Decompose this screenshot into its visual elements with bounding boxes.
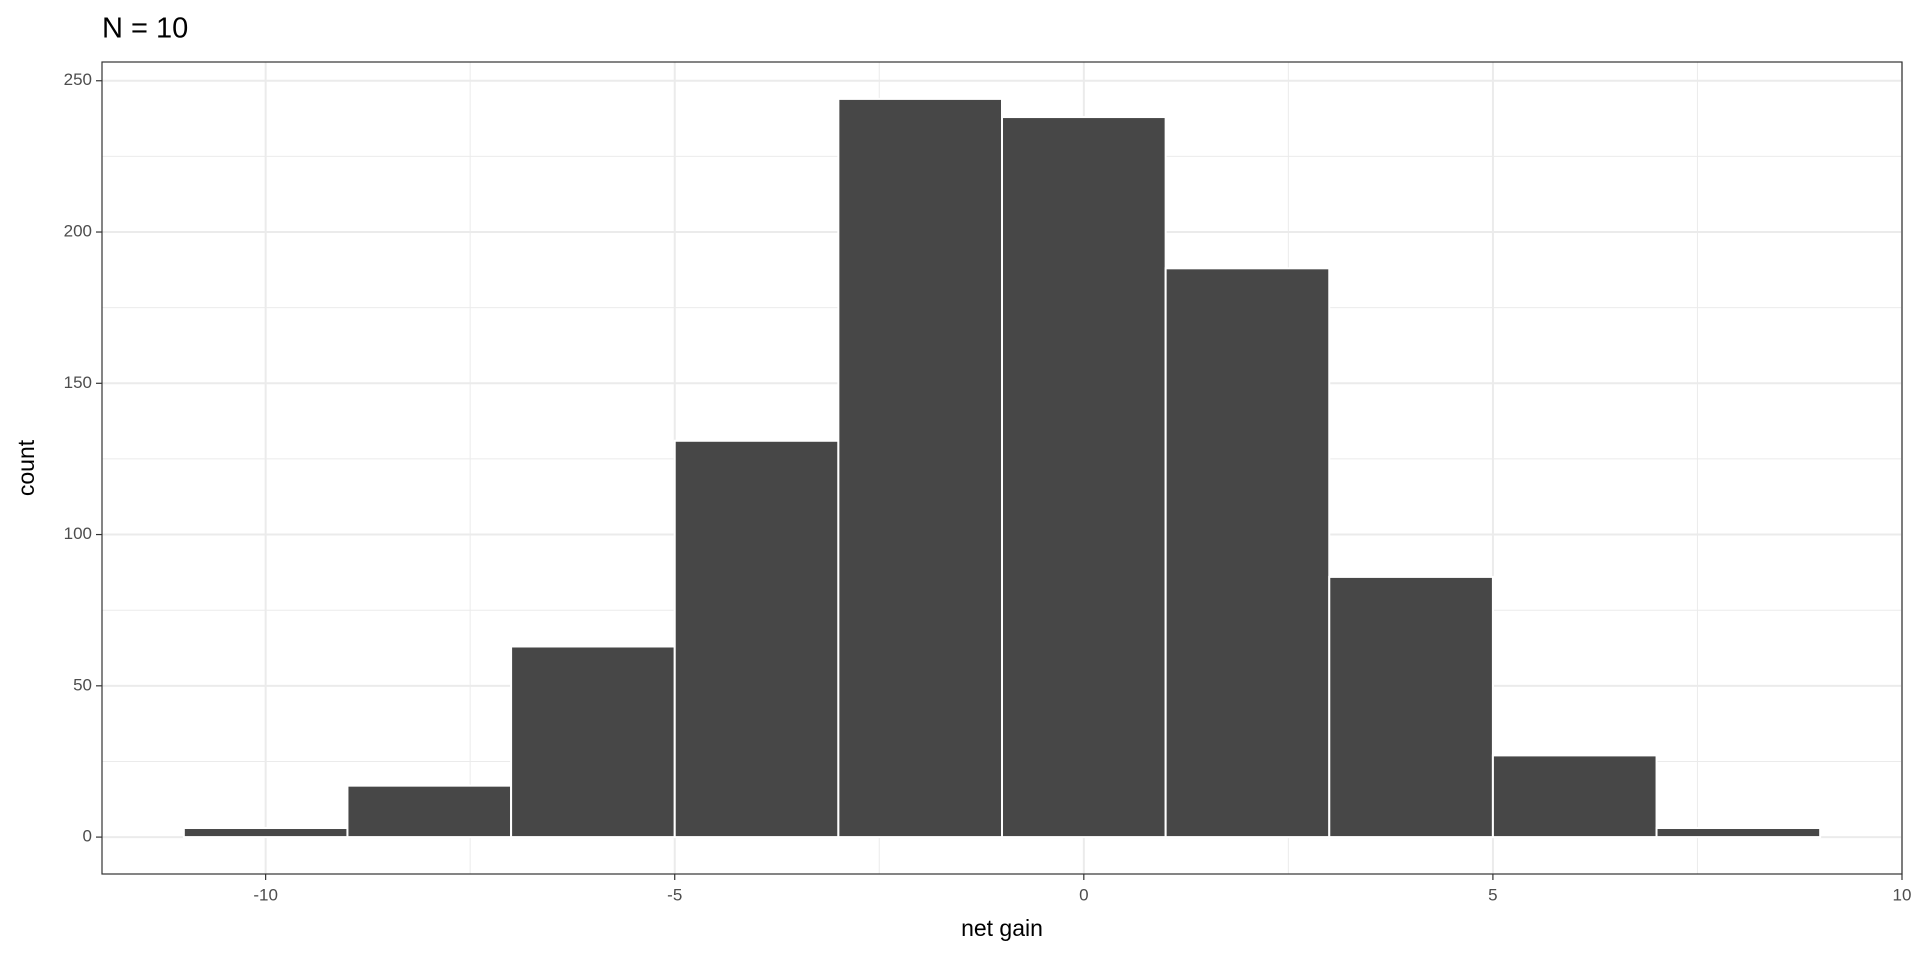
y-tick-label: 50 [73,675,92,694]
bar [1328,575,1494,839]
y-axis-title: count [13,439,39,496]
bar [182,827,349,839]
panel-border [101,61,1903,875]
x-tick-label: 0 [1079,885,1088,904]
bar [837,97,1004,839]
chart-title: N = 10 [102,13,188,45]
x-axis-title: net gain [961,915,1043,941]
x-tick-label: -5 [667,885,682,904]
y-tick-label: 200 [64,222,92,241]
y-tick-label: 100 [64,524,92,543]
x-tick-label: 5 [1488,885,1497,904]
y-tick-label: 0 [83,827,92,846]
x-tick-label: -10 [253,885,278,904]
bar [346,784,513,839]
bar [673,439,840,839]
bar [510,645,676,839]
bar [1655,827,1822,839]
bar [1001,116,1167,839]
bar [1491,754,1658,839]
y-tick-label: 150 [64,373,92,392]
y-tick-label: 250 [64,70,92,89]
x-tick-label: 10 [1893,885,1912,904]
bar [1164,267,1331,839]
